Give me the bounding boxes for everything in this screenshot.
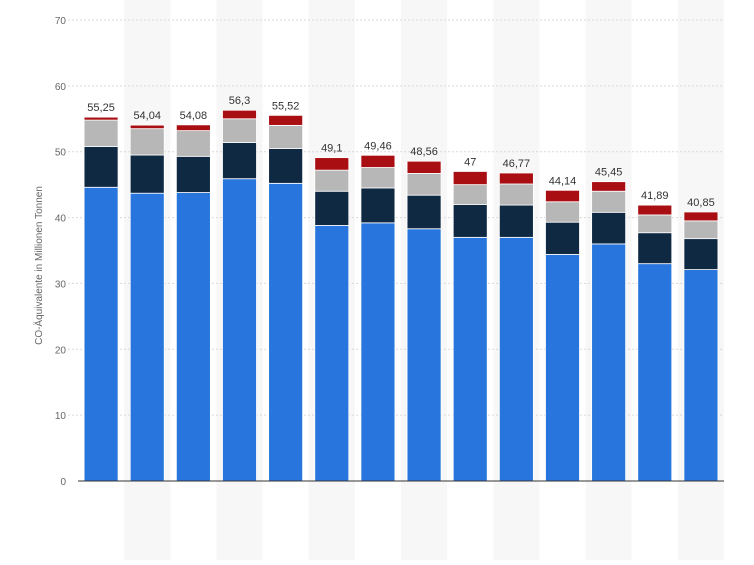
total-label: 40,85: [687, 197, 715, 209]
bar-segment: [498, 183, 534, 206]
y-tick-label: 10: [55, 411, 67, 422]
bar-segment: [498, 172, 534, 185]
bar-segment: [591, 211, 627, 245]
y-tick-label: 30: [55, 279, 67, 290]
bar-segment: [683, 238, 719, 270]
y-tick-label: 40: [55, 214, 67, 225]
total-label: 54,04: [133, 110, 161, 122]
bar-segment: [129, 154, 165, 194]
total-label: 56,3: [229, 95, 250, 107]
total-label: 49,1: [321, 143, 342, 155]
bar-segment: [545, 189, 580, 203]
bar-segment: [175, 124, 211, 132]
bar-segment: [360, 167, 396, 189]
bar-segment: [222, 118, 257, 143]
bar-segment: [129, 124, 165, 130]
total-labels: 55,25 54,04 54,08 56,3 55,52 49,1 49,46 48,56 47…: [87, 95, 714, 209]
total-label: 55,52: [272, 100, 300, 112]
bar-segment: [360, 187, 396, 224]
y-axis-ticks: 0 10 20 30 40 50 60 70: [55, 16, 67, 488]
bar-segment: [545, 221, 580, 255]
bar-segment: [452, 203, 488, 238]
bar-segment: [222, 178, 257, 482]
bar-segment: [175, 130, 211, 157]
bar-segment: [406, 228, 442, 482]
total-label: 49,46: [364, 140, 392, 152]
bar-segment: [591, 190, 627, 213]
bar-segment: [175, 192, 211, 482]
total-label: 41,89: [641, 190, 669, 202]
bar-segment: [498, 236, 534, 482]
bar-segment: [268, 148, 304, 184]
bar-segment: [129, 128, 165, 156]
bars: [83, 109, 719, 482]
bar-segment: [452, 236, 488, 482]
bar-segment: [222, 142, 257, 180]
bar-segment: [83, 146, 119, 188]
y-tick-label: 60: [55, 82, 67, 93]
bar-segment: [406, 194, 442, 230]
bar-segment: [683, 269, 719, 482]
bar-segment: [360, 154, 396, 168]
bar-segment: [683, 211, 719, 222]
bar-segment: [591, 243, 627, 482]
y-tick-label: 50: [55, 148, 67, 159]
bar-segment: [406, 160, 442, 174]
y-tick-label: 20: [55, 345, 67, 356]
bar-segment: [452, 184, 488, 205]
total-label: 55,25: [87, 102, 115, 114]
bar-segment: [268, 124, 304, 149]
bar-segment: [268, 182, 304, 482]
bar-segment: [406, 173, 442, 196]
bar-segment: [83, 186, 119, 482]
bar-segment: [129, 192, 165, 482]
y-tick-label: 0: [60, 477, 66, 488]
bar-segment: [314, 190, 350, 226]
bar-segment: [637, 232, 673, 265]
bar-segment: [637, 263, 673, 482]
bar-segment: [545, 254, 580, 482]
bar-segment: [498, 204, 534, 238]
total-label: 47: [464, 156, 476, 168]
total-label: 44,14: [549, 175, 577, 187]
bar-segment: [314, 169, 350, 192]
total-label: 45,45: [595, 167, 623, 179]
bar-segment: [637, 214, 673, 234]
bar-segment: [314, 225, 350, 482]
total-label: 54,08: [180, 110, 208, 122]
total-label: 46,77: [503, 158, 531, 170]
y-tick-label: 70: [55, 16, 67, 27]
bar-segment: [683, 220, 719, 240]
bar-segment: [452, 171, 488, 186]
bar-segment: [637, 204, 673, 216]
bar-segment: [175, 155, 211, 193]
bar-segment: [83, 116, 119, 121]
bar-segment: [591, 181, 627, 192]
total-label: 48,56: [410, 146, 438, 158]
bar-segment: [545, 201, 580, 223]
bar-segment: [268, 114, 304, 126]
y-axis-label: CO-Äquivalente in Millionen Tonnen: [33, 186, 45, 345]
bar-segment: [314, 157, 350, 171]
bar-segment: [222, 109, 257, 120]
bar-segment: [83, 119, 119, 147]
bar-segment: [360, 222, 396, 482]
